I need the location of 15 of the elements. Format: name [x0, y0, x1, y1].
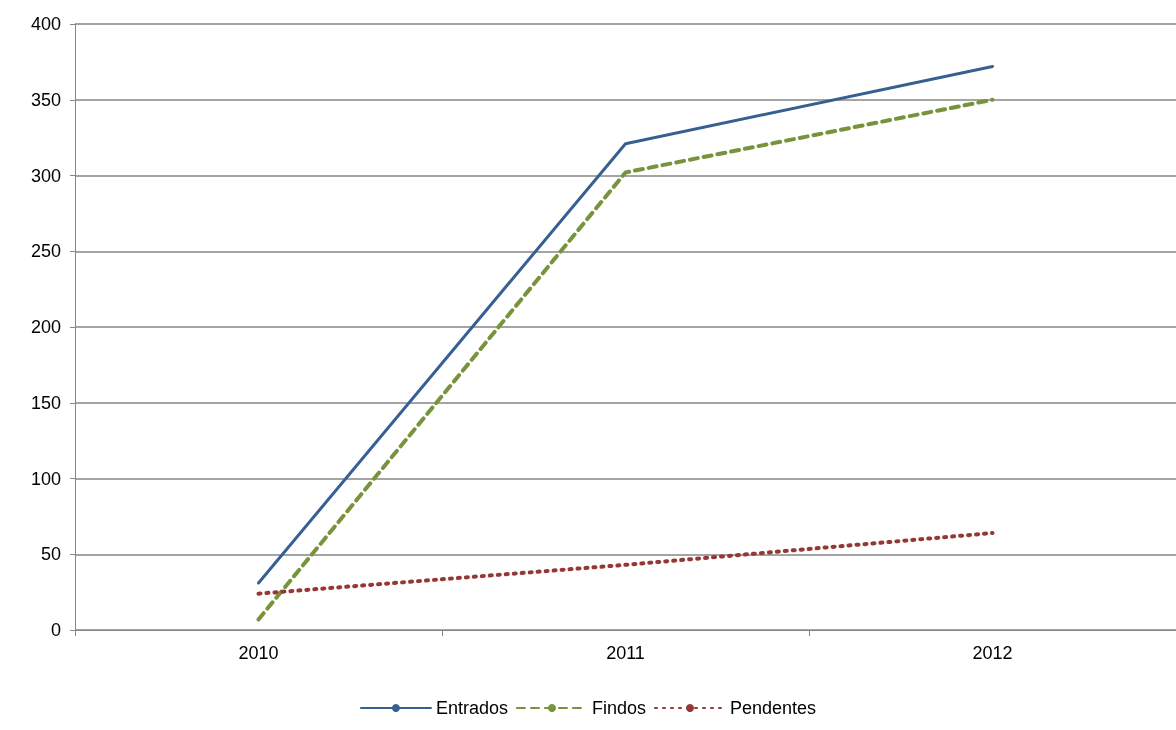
legend-label: Findos [591, 698, 646, 718]
legend-label: Pendentes [730, 698, 817, 718]
y-tick-label: 400 [30, 14, 61, 34]
y-tick-label: 300 [30, 165, 61, 186]
y-tick-label: 350 [30, 89, 61, 110]
x-tick-label: 2011 [606, 643, 645, 663]
y-tick-label: 0 [50, 620, 61, 640]
y-tick-label: 50 [40, 544, 61, 565]
y-tick-label: 100 [30, 468, 61, 489]
x-tick-label: 2012 [972, 643, 1013, 663]
y-tick-label: 150 [30, 392, 61, 413]
y-tick-label: 200 [30, 317, 61, 337]
legend-label: Entrados [435, 698, 508, 718]
y-tick-label: 250 [30, 241, 61, 262]
x-tick-label: 2010 [238, 643, 279, 663]
